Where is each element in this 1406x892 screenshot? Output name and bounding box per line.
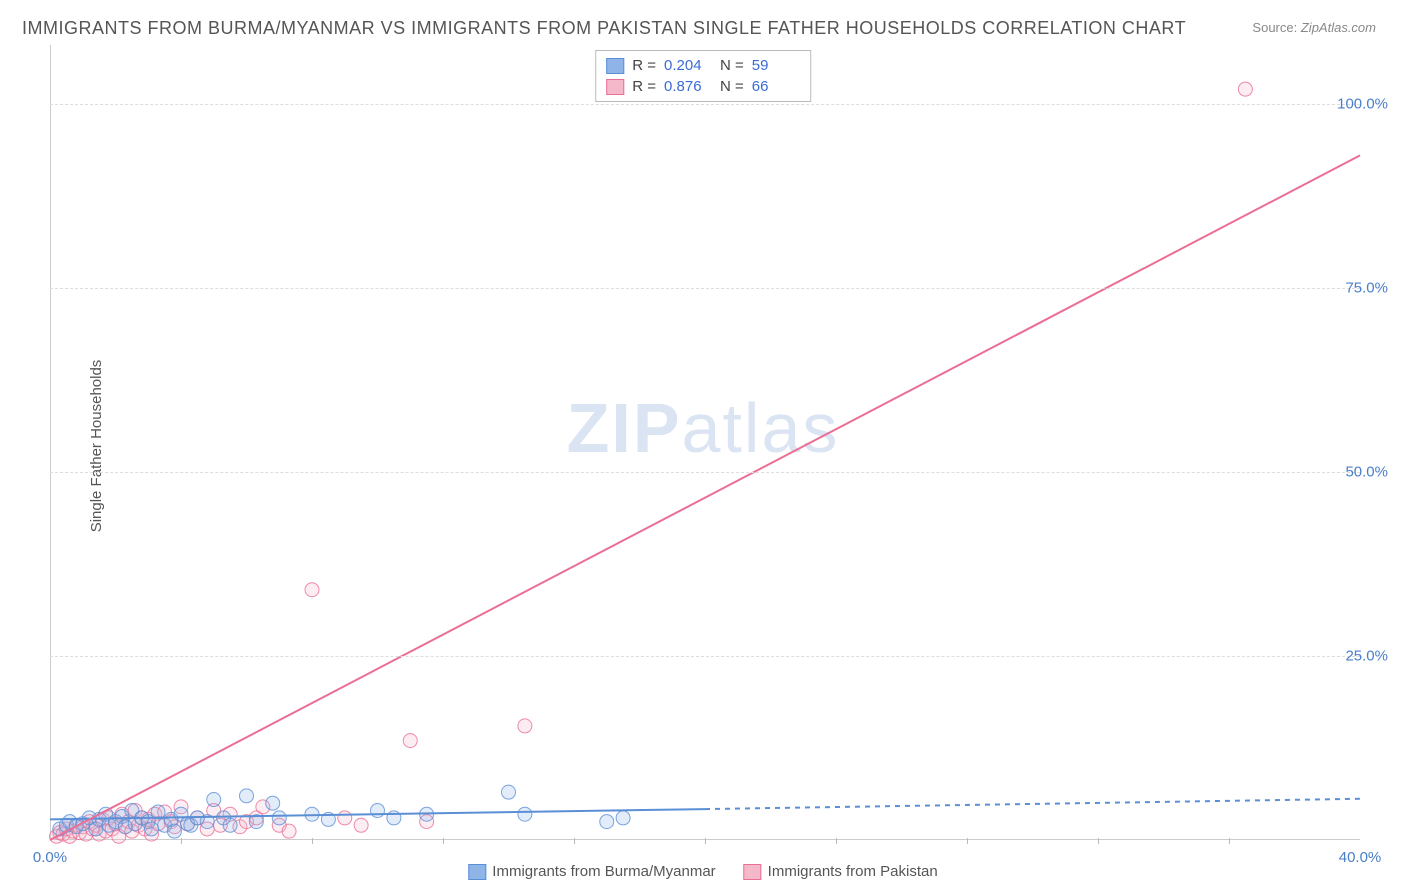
legend-label-blue: Immigrants from Burma/Myanmar bbox=[492, 863, 715, 880]
legend-label-pink: Immigrants from Pakistan bbox=[768, 863, 938, 880]
y-tick-label: 50.0% bbox=[1345, 463, 1388, 480]
r-label: R = bbox=[632, 78, 656, 95]
data-point bbox=[518, 807, 532, 821]
x-tick bbox=[1098, 838, 1099, 844]
x-tick bbox=[967, 838, 968, 844]
legend-item-blue: Immigrants from Burma/Myanmar bbox=[468, 863, 715, 880]
y-tick-label: 75.0% bbox=[1345, 279, 1388, 296]
data-point bbox=[207, 793, 221, 807]
data-point bbox=[266, 796, 280, 810]
x-tick bbox=[1229, 838, 1230, 844]
x-tick-label: 0.0% bbox=[33, 849, 67, 866]
chart-svg bbox=[50, 45, 1360, 840]
y-tick-label: 100.0% bbox=[1337, 95, 1388, 112]
n-value-blue: 59 bbox=[752, 57, 800, 74]
legend-swatch-blue bbox=[468, 864, 486, 880]
data-point bbox=[223, 818, 237, 832]
legend-swatch-blue bbox=[606, 58, 624, 74]
legend-swatch-pink bbox=[606, 79, 624, 95]
y-tick-label: 25.0% bbox=[1345, 647, 1388, 664]
data-point bbox=[282, 824, 296, 838]
data-point bbox=[272, 811, 286, 825]
data-point bbox=[518, 719, 532, 733]
x-tick-label: 40.0% bbox=[1339, 849, 1382, 866]
gridline bbox=[50, 288, 1360, 289]
x-tick bbox=[574, 838, 575, 844]
regression-line bbox=[705, 799, 1360, 809]
x-tick bbox=[836, 838, 837, 844]
legend-bottom: Immigrants from Burma/Myanmar Immigrants… bbox=[468, 863, 937, 880]
data-point bbox=[145, 822, 159, 836]
data-point bbox=[600, 815, 614, 829]
legend-item-pink: Immigrants from Pakistan bbox=[744, 863, 938, 880]
x-tick bbox=[312, 838, 313, 844]
data-point bbox=[240, 789, 254, 803]
gridline bbox=[50, 656, 1360, 657]
n-label: N = bbox=[720, 57, 744, 74]
r-value-blue: 0.204 bbox=[664, 57, 712, 74]
r-value-pink: 0.876 bbox=[664, 78, 712, 95]
data-point bbox=[616, 811, 630, 825]
chart-title: IMMIGRANTS FROM BURMA/MYANMAR VS IMMIGRA… bbox=[22, 18, 1186, 39]
source-value: ZipAtlas.com bbox=[1301, 20, 1376, 35]
source-attribution: Source: ZipAtlas.com bbox=[1252, 20, 1376, 35]
data-point bbox=[305, 583, 319, 597]
gridline bbox=[50, 104, 1360, 105]
x-tick bbox=[443, 838, 444, 844]
r-label: R = bbox=[632, 57, 656, 74]
data-point bbox=[354, 818, 368, 832]
gridline bbox=[50, 472, 1360, 473]
data-point bbox=[1238, 82, 1252, 96]
regression-line bbox=[50, 155, 1360, 840]
data-point bbox=[502, 785, 516, 799]
legend-stats-row-pink: R = 0.876 N = 66 bbox=[606, 76, 800, 97]
data-point bbox=[338, 811, 352, 825]
x-tick bbox=[705, 838, 706, 844]
x-tick bbox=[181, 838, 182, 844]
legend-stats-row-blue: R = 0.204 N = 59 bbox=[606, 55, 800, 76]
data-point bbox=[167, 824, 181, 838]
legend-stats-box: R = 0.204 N = 59 R = 0.876 N = 66 bbox=[595, 50, 811, 102]
n-label: N = bbox=[720, 78, 744, 95]
data-point bbox=[403, 734, 417, 748]
source-label: Source: bbox=[1252, 20, 1297, 35]
data-point bbox=[371, 804, 385, 818]
n-value-pink: 66 bbox=[752, 78, 800, 95]
legend-swatch-pink bbox=[744, 864, 762, 880]
